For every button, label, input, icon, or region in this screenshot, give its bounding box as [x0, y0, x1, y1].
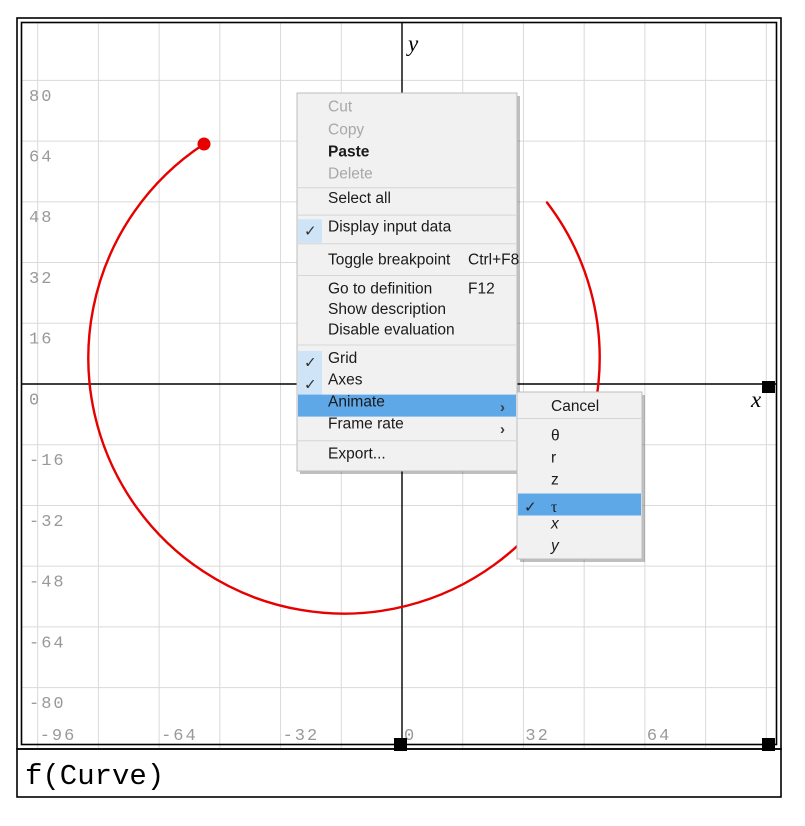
svg-text:✓: ✓ [304, 355, 317, 372]
svg-text:Cancel: Cancel [551, 398, 599, 415]
svg-text:Cut: Cut [328, 98, 353, 115]
svg-text:r: r [551, 450, 556, 467]
svg-text:Toggle breakpoint: Toggle breakpoint [328, 252, 451, 269]
svg-text:Display input data: Display input data [328, 219, 452, 236]
svg-text:›: › [500, 421, 505, 438]
svg-text:Copy: Copy [328, 122, 364, 139]
svg-text:y: y [550, 538, 560, 555]
svg-text:Show description: Show description [328, 301, 446, 318]
svg-text:F12: F12 [468, 280, 495, 297]
svg-text:Disable evaluation: Disable evaluation [328, 321, 455, 338]
svg-text:Ctrl+F8: Ctrl+F8 [468, 252, 519, 269]
svg-text:Animate: Animate [328, 394, 385, 411]
svg-text:Go to definition: Go to definition [328, 280, 432, 297]
svg-text:θ: θ [551, 428, 560, 445]
svg-text:x: x [550, 516, 560, 533]
svg-text:τ: τ [551, 499, 557, 516]
svg-text:Frame rate: Frame rate [328, 415, 404, 432]
svg-text:Delete: Delete [328, 165, 373, 182]
svg-text:Grid: Grid [328, 350, 357, 367]
svg-text:›: › [500, 399, 505, 416]
svg-text:z: z [551, 472, 559, 489]
svg-text:✓: ✓ [304, 223, 317, 240]
svg-text:✓: ✓ [304, 377, 317, 394]
svg-text:Export...: Export... [328, 446, 386, 463]
svg-text:Paste: Paste [328, 144, 370, 161]
svg-text:Axes: Axes [328, 372, 363, 389]
svg-text:✓: ✓ [524, 499, 537, 516]
svg-text:Select all: Select all [328, 190, 391, 207]
